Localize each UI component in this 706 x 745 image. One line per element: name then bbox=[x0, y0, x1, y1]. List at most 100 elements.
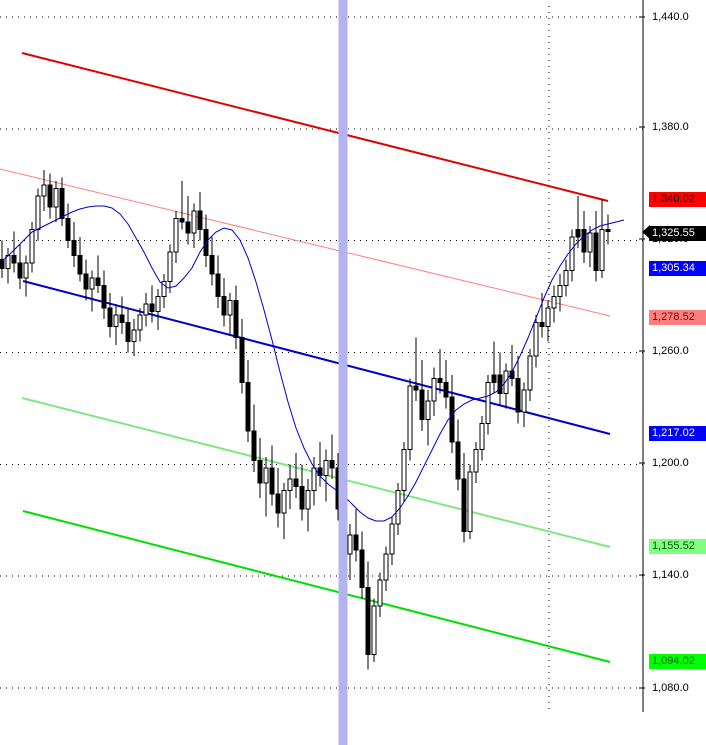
candlestick-bar bbox=[569, 229, 575, 282]
candlestick-bar bbox=[497, 352, 503, 405]
candlestick-bar bbox=[437, 348, 443, 394]
candlestick-bar bbox=[269, 445, 275, 506]
candlestick-bar bbox=[143, 292, 149, 327]
candlestick-bar bbox=[149, 285, 155, 323]
last-price-badge[interactable]: 1,325.55 bbox=[649, 226, 706, 241]
candlestick-bar bbox=[455, 419, 461, 491]
candlestick-bar bbox=[227, 292, 233, 334]
resistance-upper-badge[interactable]: 1,340.02 bbox=[649, 192, 706, 207]
candlestick-bar bbox=[581, 210, 587, 264]
support-blue-lower-badge[interactable]: 1,217.02 bbox=[649, 426, 706, 441]
candlestick-bar bbox=[191, 203, 197, 249]
candlestick-bar bbox=[179, 181, 185, 230]
candlestick-bar bbox=[551, 285, 557, 323]
candlestick-bar bbox=[185, 195, 191, 245]
candlestick-bar bbox=[599, 199, 605, 278]
candlestick-bar bbox=[467, 464, 473, 539]
gridlines-layer bbox=[0, 6, 643, 712]
support-green-lower-badge[interactable]: 1,094.02 bbox=[649, 654, 706, 669]
candlestick-bar bbox=[29, 222, 35, 273]
candlestick-bar bbox=[305, 479, 311, 532]
axis-tick-label: 1,080.0 bbox=[652, 682, 689, 694]
candlestick-bar bbox=[233, 285, 239, 349]
candlestick-bar bbox=[275, 468, 281, 528]
candlestick-bar bbox=[401, 441, 407, 502]
candlestick-bar bbox=[47, 173, 53, 219]
candlestick-bar bbox=[281, 482, 287, 539]
candlestick-bar bbox=[215, 255, 221, 308]
vertical-cursor-layer bbox=[338, 0, 348, 745]
candlestick-bar bbox=[59, 177, 65, 226]
candlestick-bar bbox=[419, 359, 425, 431]
moving-average-layer bbox=[0, 205, 625, 522]
lower-support-channel-bright[interactable] bbox=[22, 510, 611, 663]
candlestick-bar bbox=[263, 456, 269, 517]
candlestick-bar bbox=[323, 449, 329, 502]
candlestick-bar bbox=[5, 248, 11, 284]
candlestick-bar bbox=[161, 274, 167, 308]
candlestick-bar bbox=[239, 318, 245, 394]
candlestick-bar bbox=[35, 188, 41, 241]
candlestick-bar bbox=[11, 231, 17, 273]
candlestick-bar bbox=[53, 181, 59, 223]
candlestick-bar bbox=[491, 341, 497, 394]
moving-average-line bbox=[0, 205, 625, 522]
candlestick-bar bbox=[71, 222, 77, 267]
candlestick-bar bbox=[563, 259, 569, 297]
candlestick-bar bbox=[371, 598, 377, 662]
candlestick-bar bbox=[389, 516, 395, 565]
candlestick-bar bbox=[413, 337, 419, 401]
mid-support-channel[interactable] bbox=[22, 280, 611, 435]
candlestick-bar bbox=[83, 259, 89, 301]
candlestick-bar bbox=[77, 236, 83, 282]
candlestick-bar bbox=[245, 359, 251, 442]
candlestick-layer bbox=[0, 169, 611, 670]
support-blue-upper-badge[interactable]: 1,305.34 bbox=[649, 261, 706, 276]
candlestick-bar bbox=[221, 277, 227, 327]
candlestick-bar bbox=[473, 441, 479, 483]
candlestick-bar bbox=[605, 214, 611, 245]
vertical-cursor[interactable] bbox=[338, 0, 348, 745]
candlestick-bar bbox=[521, 382, 527, 428]
candlestick-bar bbox=[365, 561, 371, 670]
candlestick-bar bbox=[293, 453, 299, 498]
candlestick-bar bbox=[575, 195, 581, 249]
candlestick-bar bbox=[425, 389, 431, 446]
candlestick-bar bbox=[167, 244, 173, 293]
candlestick-bar bbox=[119, 296, 125, 334]
candlestick-bar bbox=[17, 244, 23, 290]
candlestick-bar bbox=[299, 464, 305, 521]
candlestick-bar bbox=[359, 531, 365, 599]
axis-tick-label: 1,260.0 bbox=[652, 345, 689, 357]
candlestick-bar bbox=[509, 345, 515, 387]
candlestick-bar bbox=[155, 289, 161, 331]
candlestick-bar bbox=[311, 456, 317, 506]
candlestick-bar bbox=[533, 315, 539, 368]
candlestick-bar bbox=[449, 374, 455, 454]
candlestick-bar bbox=[383, 546, 389, 592]
resistance-lower-badge[interactable]: 1,278.52 bbox=[649, 310, 706, 325]
upper-resistance-channel[interactable] bbox=[21, 52, 609, 202]
axis-tick-label: 1,440.0 bbox=[652, 11, 689, 23]
candlestick-bar bbox=[287, 464, 293, 510]
candlestick-bar bbox=[89, 270, 95, 312]
candlestick-bar bbox=[539, 292, 545, 338]
candlestick-bar bbox=[173, 210, 179, 264]
candlestick-bar bbox=[545, 300, 551, 342]
last-price-arrow-icon bbox=[642, 225, 650, 239]
candlestick-bar bbox=[107, 292, 113, 338]
candlestick-bar bbox=[443, 359, 449, 409]
axis-tick-label: 1,200.0 bbox=[652, 457, 689, 469]
candlestick-bar bbox=[377, 572, 383, 618]
axis-tick-label: 1,380.0 bbox=[652, 121, 689, 133]
candlestick-bar bbox=[515, 356, 521, 424]
candlestick-bar bbox=[503, 363, 509, 409]
candlestick-bar bbox=[461, 453, 467, 543]
axis-tick-label: 1,140.0 bbox=[652, 569, 689, 581]
support-green-upper-badge[interactable]: 1,155.52 bbox=[649, 539, 706, 554]
candlestick-bar bbox=[101, 270, 107, 319]
candlestick-bar bbox=[0, 240, 5, 278]
candlestick-bar bbox=[113, 304, 119, 346]
mid-resistance-channel[interactable] bbox=[0, 168, 611, 317]
